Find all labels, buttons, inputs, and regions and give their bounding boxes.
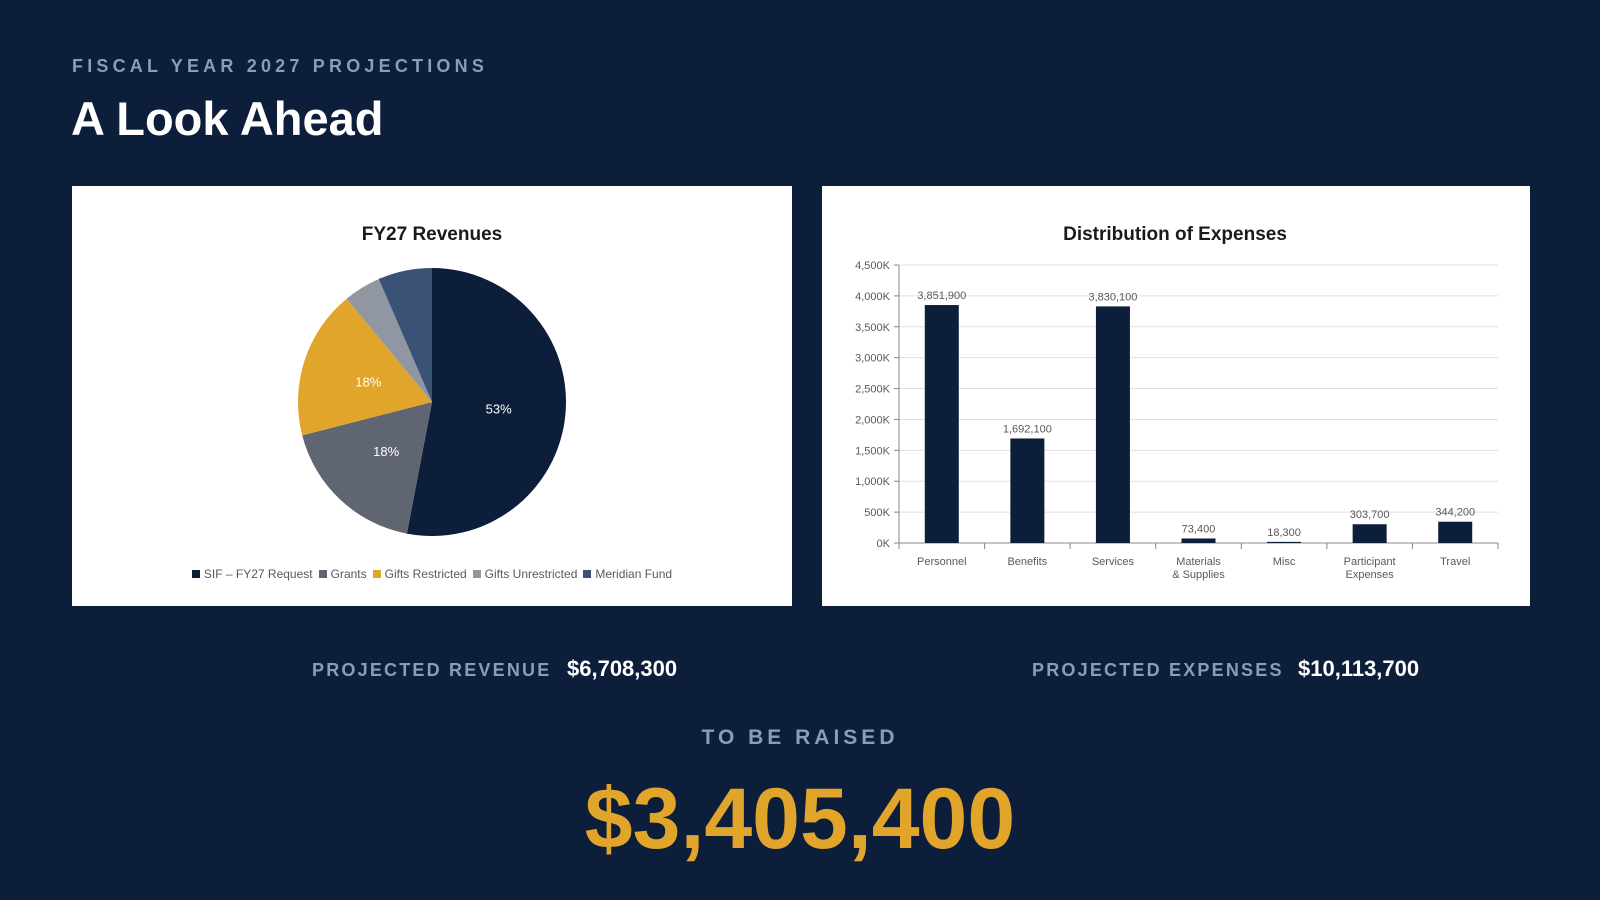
legend-label: Gifts Unrestricted xyxy=(484,567,578,581)
bar-misc xyxy=(1267,541,1302,543)
bar-value-label: 303,700 xyxy=(1350,509,1390,521)
pie-label-sif-fy27-request: 53% xyxy=(486,401,512,416)
legend-item-grants: Grants xyxy=(318,567,367,581)
pie-slice-grants xyxy=(302,402,432,534)
bar-participant-expenses xyxy=(1352,524,1387,543)
bar-services xyxy=(1095,306,1130,543)
y-tick-label: 3,000K xyxy=(855,353,891,365)
pie-slice-sif-fy27-request xyxy=(406,268,566,536)
revenue-legend: SIF – FY27 Request Grants Gifts Restricted… xyxy=(72,567,792,581)
x-tick-label: Misc xyxy=(1273,556,1296,568)
pie-slice-gifts-unrestricted xyxy=(346,279,432,402)
expenses-bar-chart: Distribution of Expenses 0K 500K 1,000K 1,50… xyxy=(855,224,1499,581)
legend-item-meridian-fund: Meridian Fund xyxy=(583,567,672,581)
projected-expenses-label: PROJECTED EXPENSES xyxy=(1032,660,1284,680)
x-tick-label: Personnel xyxy=(917,556,967,568)
pie-slice-meridian-fund xyxy=(378,268,432,402)
eyebrow-heading: FISCAL YEAR 2027 PROJECTIONS xyxy=(72,56,489,76)
legend-swatch xyxy=(372,570,381,578)
pie-slice-gifts-restricted xyxy=(298,298,432,436)
to-be-raised-value: $3,405,400 xyxy=(584,771,1016,867)
y-tick-label: 2,000K xyxy=(855,414,891,426)
projected-expenses-value: $10,113,700 xyxy=(1298,656,1420,681)
x-tick-label: Services xyxy=(1092,556,1135,568)
legend-item-gifts-unrestricted: Gifts Unrestricted xyxy=(472,567,578,581)
expenses-chart-card: Distribution of Expenses 0K 500K 1,000K 1,50… xyxy=(822,186,1530,606)
bar-benefits xyxy=(1010,438,1045,543)
bar-materials-supplies xyxy=(1181,538,1216,543)
expenses-chart-title: Distribution of Expenses xyxy=(1063,224,1287,245)
y-tick-label: 0K xyxy=(877,538,891,550)
revenue-chart-card: FY27 Revenues 53% 18% 18% SIF – FY27 Reques… xyxy=(72,186,792,606)
y-tick-label: 500K xyxy=(864,507,890,519)
x-tick-label: Travel xyxy=(1440,556,1470,568)
y-tick-label: 1,500K xyxy=(855,445,891,457)
legend-label: SIF – FY27 Request xyxy=(203,567,313,581)
projected-revenue-value: $6,708,300 xyxy=(567,656,678,681)
y-tick-label: 3,500K xyxy=(855,322,891,334)
y-tick-label: 4,500K xyxy=(855,260,891,272)
legend-item-sif-fy27-request: SIF – FY27 Request xyxy=(191,567,313,581)
bar-value-label: 3,851,900 xyxy=(917,290,966,302)
legend-swatch xyxy=(191,570,200,578)
y-tick-label: 1,000K xyxy=(855,476,891,488)
to-be-raised-label: TO BE RAISED xyxy=(701,726,899,749)
bar-personnel xyxy=(924,305,959,543)
page-title: A Look Ahead xyxy=(71,92,384,145)
y-tick-label: 4,000K xyxy=(855,291,891,303)
pie-label-grants: 18% xyxy=(373,444,399,459)
bar-value-label: 3,830,100 xyxy=(1088,291,1137,303)
bar-travel xyxy=(1438,521,1473,543)
projected-revenue-label: PROJECTED REVENUE xyxy=(312,660,552,680)
bar-value-label: 73,400 xyxy=(1182,523,1216,535)
legend-swatch xyxy=(472,570,481,578)
bar-value-label: 344,200 xyxy=(1435,507,1475,519)
legend-item-gifts-restricted: Gifts Restricted xyxy=(372,567,467,581)
x-tick-label: Benefits xyxy=(1007,556,1047,568)
revenue-chart-title: FY27 Revenues xyxy=(362,224,502,245)
x-tick-label: & Supplies xyxy=(1172,569,1225,581)
y-tick-label: 2,500K xyxy=(855,384,891,396)
x-tick-label: Expenses xyxy=(1345,569,1394,581)
legend-swatch xyxy=(318,570,327,578)
legend-label: Grants xyxy=(330,567,367,581)
x-tick-label: Materials xyxy=(1176,556,1221,568)
revenue-pie-chart: FY27 Revenues 53% 18% 18% xyxy=(298,224,566,536)
pie-label-gifts-restricted: 18% xyxy=(355,374,381,389)
x-tick-label: Participant xyxy=(1344,556,1396,568)
legend-label: Meridian Fund xyxy=(595,567,673,581)
legend-swatch xyxy=(583,570,592,578)
bar-value-label: 18,300 xyxy=(1267,527,1301,539)
legend-label: Gifts Restricted xyxy=(384,567,467,581)
bar-value-label: 1,692,100 xyxy=(1003,423,1052,435)
